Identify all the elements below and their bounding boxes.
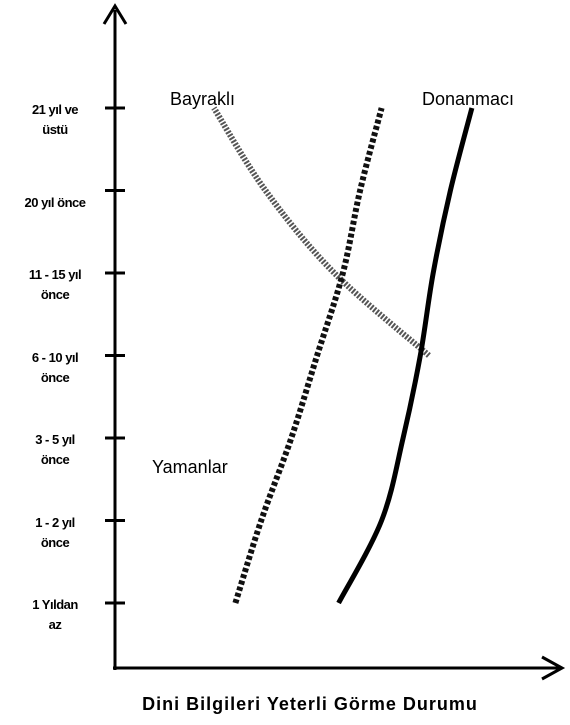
y-tick-label: 1 Yıldan az xyxy=(32,597,78,632)
series-label: Donanmacı xyxy=(422,89,514,109)
series-label: Yamanlar xyxy=(152,457,228,477)
y-tick-label: 11 - 15 yıl önce xyxy=(28,267,82,302)
series-line xyxy=(232,107,385,604)
y-tick-label: 1 - 2 yıl önce xyxy=(35,514,75,550)
series-line xyxy=(211,106,431,358)
y-tick-label: 20 yıl önce xyxy=(24,194,86,210)
series-label: Bayraklı xyxy=(170,89,235,109)
x-axis-label: Dini Bilgileri Yeterli Görme Durumu xyxy=(142,694,478,714)
x-arrow xyxy=(541,655,566,681)
y-arrow xyxy=(102,3,128,25)
y-tick-label: 3 - 5 yıl önce xyxy=(35,432,75,467)
y-tick-label: 6 - 10 yıl önce xyxy=(31,349,79,385)
series-line xyxy=(336,107,475,605)
y-tick-label: 21 yıl ve üstü xyxy=(31,102,79,137)
